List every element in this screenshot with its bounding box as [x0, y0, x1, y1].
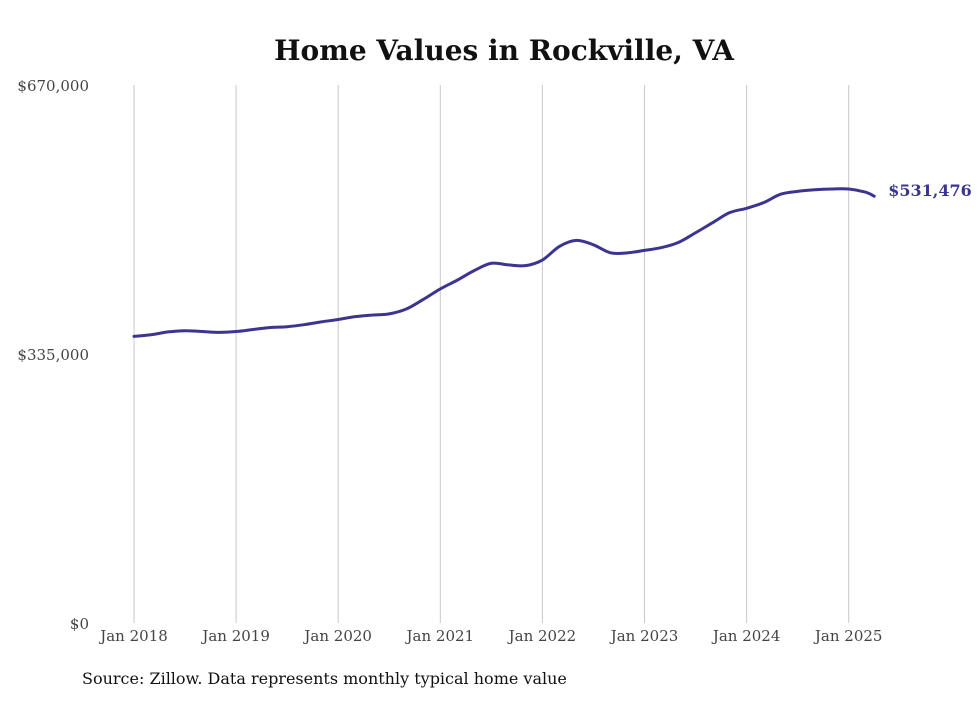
x-tick-label: Jan 2024	[711, 627, 781, 645]
x-tick-label: Jan 2019	[200, 627, 270, 645]
chart-title: Home Values in Rockville, VA	[274, 34, 735, 67]
y-tick-label: $335,000	[17, 346, 89, 364]
x-tick-label: Jan 2025	[813, 627, 883, 645]
grid-lines	[133, 85, 850, 623]
x-tick-label: Jan 2021	[405, 627, 475, 645]
y-axis-ticks: $0 $335,000 $670,000	[17, 77, 89, 633]
series-line	[132, 187, 876, 338]
y-tick-label: $670,000	[17, 77, 89, 95]
x-axis-ticks: Jan 2018 Jan 2019 Jan 2020 Jan 2021 Jan 2022…	[98, 627, 882, 645]
x-tick-label: Jan 2023	[609, 627, 679, 645]
x-tick-label: Jan 2018	[98, 627, 168, 645]
x-tick-label: Jan 2022	[507, 627, 577, 645]
end-value-label: $531,476	[888, 181, 972, 200]
series-layer: $531,476	[132, 181, 972, 338]
y-tick-label: $0	[70, 615, 89, 633]
x-tick-label: Jan 2020	[302, 627, 372, 645]
source-note: Source: Zillow. Data represents monthly …	[82, 669, 567, 688]
